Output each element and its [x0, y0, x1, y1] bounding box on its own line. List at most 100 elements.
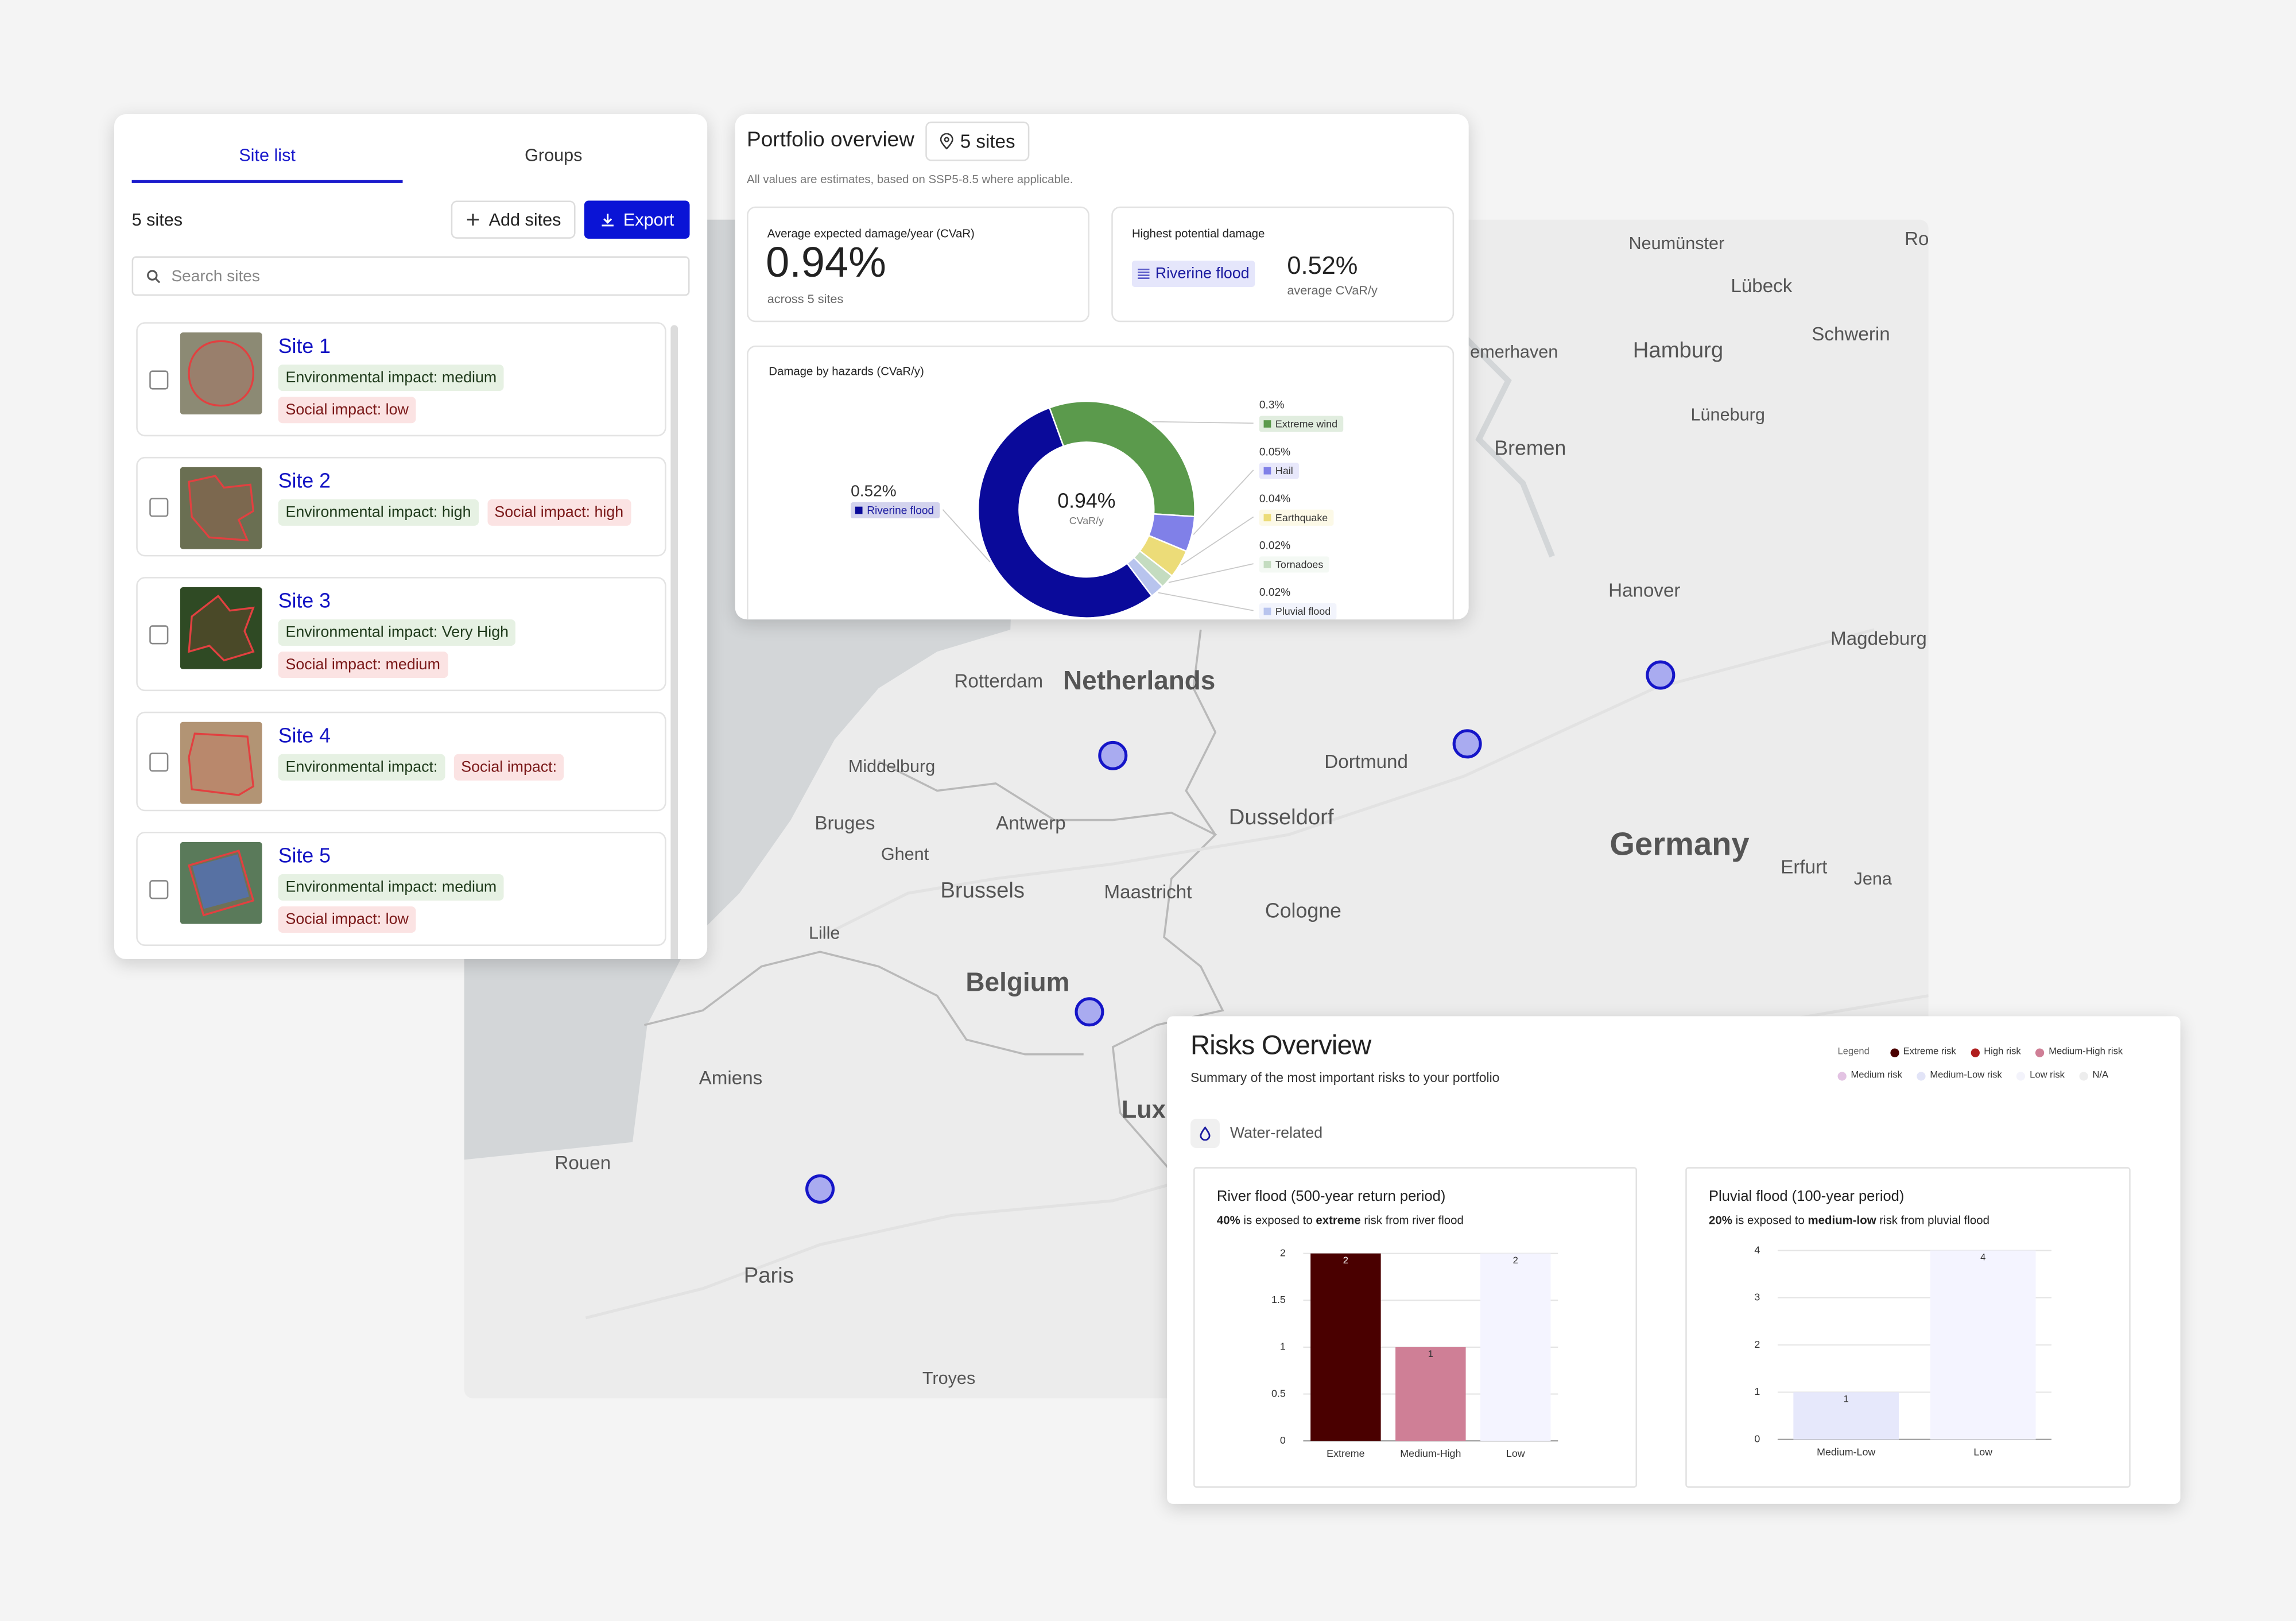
search-placeholder: Search sites — [171, 267, 260, 286]
bar-chart: 0 1 2 3 4 1 Medium-Low 4 Low — [1754, 1244, 2051, 1457]
leader-line — [1158, 592, 1254, 611]
environmental-tag: Environmental impact: Very High — [278, 619, 516, 646]
site-marker[interactable] — [1646, 660, 1676, 690]
segment-value: 0.05% — [1259, 446, 1290, 458]
chart-card: Pluvial flood (100-year period) 20% is e… — [1685, 1167, 2131, 1488]
segment-value: 0.04% — [1259, 493, 1290, 505]
segment-label: Extreme wind — [1275, 418, 1337, 430]
hazard-tag: Riverine flood — [1131, 261, 1255, 287]
place-label: Ghent — [881, 844, 929, 864]
checkbox[interactable] — [149, 753, 169, 772]
chart-title: Damage by hazards (CVaR/y) — [769, 365, 924, 378]
summary-part: risk from pluvial flood — [1876, 1213, 1989, 1227]
legend-swatch — [1837, 1071, 1847, 1080]
checkbox[interactable] — [149, 498, 169, 517]
checkbox[interactable] — [149, 625, 169, 645]
summary-part: 40% — [1216, 1213, 1240, 1227]
chart-card: River flood (500-year return period) 40%… — [1193, 1167, 1638, 1488]
segment-tag — [1259, 556, 1329, 573]
legend-swatch — [2016, 1071, 2026, 1080]
place-label: Magdeburg — [1830, 629, 1927, 650]
card-sub: across 5 sites — [767, 291, 844, 307]
tag-list: Environmental impact: medium Social impac… — [278, 364, 504, 424]
place-label: Erfurt — [1781, 857, 1827, 878]
export-button[interactable]: Export — [584, 200, 690, 239]
hazard-name: Riverine flood — [1155, 265, 1250, 283]
y-tick-label: 1.5 — [1271, 1294, 1286, 1305]
place-label: emerhaven — [1470, 342, 1558, 362]
segment-label: Tornadoes — [1275, 559, 1323, 570]
portfolio-panel: Portfolio overview 5 sites All values ar… — [735, 114, 1469, 620]
legend-swatch — [1890, 1048, 1899, 1057]
site-marker[interactable] — [805, 1174, 835, 1204]
segment-label: Riverine flood — [867, 505, 934, 517]
checkbox[interactable] — [149, 880, 169, 899]
legend-label: High risk — [1984, 1046, 2021, 1057]
legend-label: Medium risk — [1851, 1070, 1902, 1081]
site-marker[interactable] — [1098, 740, 1128, 770]
place-label: Bremen — [1494, 437, 1566, 460]
segment-icon — [1263, 467, 1271, 475]
search-icon — [147, 270, 161, 284]
pin-icon — [939, 133, 953, 150]
place-label: Belgium — [965, 967, 1069, 996]
leader-line — [1152, 421, 1254, 424]
site-thumbnail — [180, 722, 262, 804]
add-sites-button[interactable]: Add sites — [451, 200, 576, 239]
tag-list: Environmental impact: Social impact: — [278, 754, 564, 781]
tab-active[interactable]: Site list — [239, 145, 296, 166]
button-label: Export — [623, 209, 674, 230]
leader-line — [942, 509, 991, 563]
legend-item: Extreme risk — [1890, 1047, 1956, 1057]
leader-line — [1168, 563, 1254, 583]
border — [1185, 629, 1217, 836]
x-tick-label: Medium-Low — [1817, 1446, 1875, 1457]
place-label: Troyes — [922, 1368, 975, 1388]
tab[interactable]: Groups — [525, 145, 583, 166]
site-boundary — [188, 594, 255, 662]
site-boundary — [188, 340, 254, 407]
site-card: Site 4 Environmental impact: Social impact… — [136, 711, 666, 812]
site-count: 5 sites — [131, 209, 183, 230]
sites-badge[interactable]: 5 sites — [925, 121, 1030, 161]
cvar-card: Average expected damage/year (CVaR) 0.94… — [747, 206, 1089, 323]
checkbox[interactable] — [149, 370, 169, 390]
bar — [1793, 1392, 1899, 1440]
site-name[interactable]: Site 5 — [278, 843, 331, 867]
y-tick-label: 1 — [1754, 1386, 1760, 1397]
bar-value: 1 — [1428, 1348, 1433, 1359]
place-label: Cologne — [1265, 899, 1341, 922]
place-label: Amiens — [699, 1068, 763, 1089]
site-boundary — [188, 732, 255, 796]
environmental-tag: Environmental impact: medium — [278, 874, 504, 901]
segment-icon — [1263, 514, 1271, 522]
site-thumbnail — [180, 332, 262, 414]
card-value: 0.94% — [766, 240, 886, 287]
legend-item: Medium risk — [1837, 1070, 1902, 1081]
site-thumbnail — [180, 467, 262, 549]
social-tag: Social impact: high — [487, 499, 631, 526]
segment-value: 0.3% — [1259, 400, 1285, 412]
bar-value: 2 — [1343, 1255, 1348, 1266]
site-card: Site 1 Environmental impact: medium Social… — [136, 322, 666, 437]
site-card: Site 3 Environmental impact: Very High Soc… — [136, 577, 666, 692]
scrollbar[interactable] — [670, 325, 678, 959]
site-name[interactable]: Site 2 — [278, 468, 331, 492]
site-boundary — [188, 850, 255, 917]
legend-swatch — [1971, 1048, 1980, 1057]
bar-value: 4 — [1980, 1252, 1985, 1263]
site-name[interactable]: Site 1 — [278, 333, 331, 358]
segment-value: 0.52% — [851, 482, 897, 500]
segment-label: Earthquake — [1275, 512, 1328, 523]
search-box[interactable]: Search sites — [131, 256, 690, 296]
center-label: CVaR/y — [1069, 515, 1104, 526]
segment-icon — [855, 506, 863, 514]
place-label: Netherlands — [1063, 665, 1215, 695]
site-marker[interactable] — [1452, 729, 1482, 759]
donut-card: Damage by hazards (CVaR/y) 0.94% CVaR/y … — [747, 346, 1455, 620]
site-marker[interactable] — [1075, 997, 1104, 1027]
leader-line — [1181, 516, 1254, 565]
site-name[interactable]: Site 3 — [278, 588, 331, 612]
site-name[interactable]: Site 4 — [278, 723, 331, 747]
donut-chart: Damage by hazards (CVaR/y) 0.94% CVaR/y … — [769, 365, 1344, 620]
